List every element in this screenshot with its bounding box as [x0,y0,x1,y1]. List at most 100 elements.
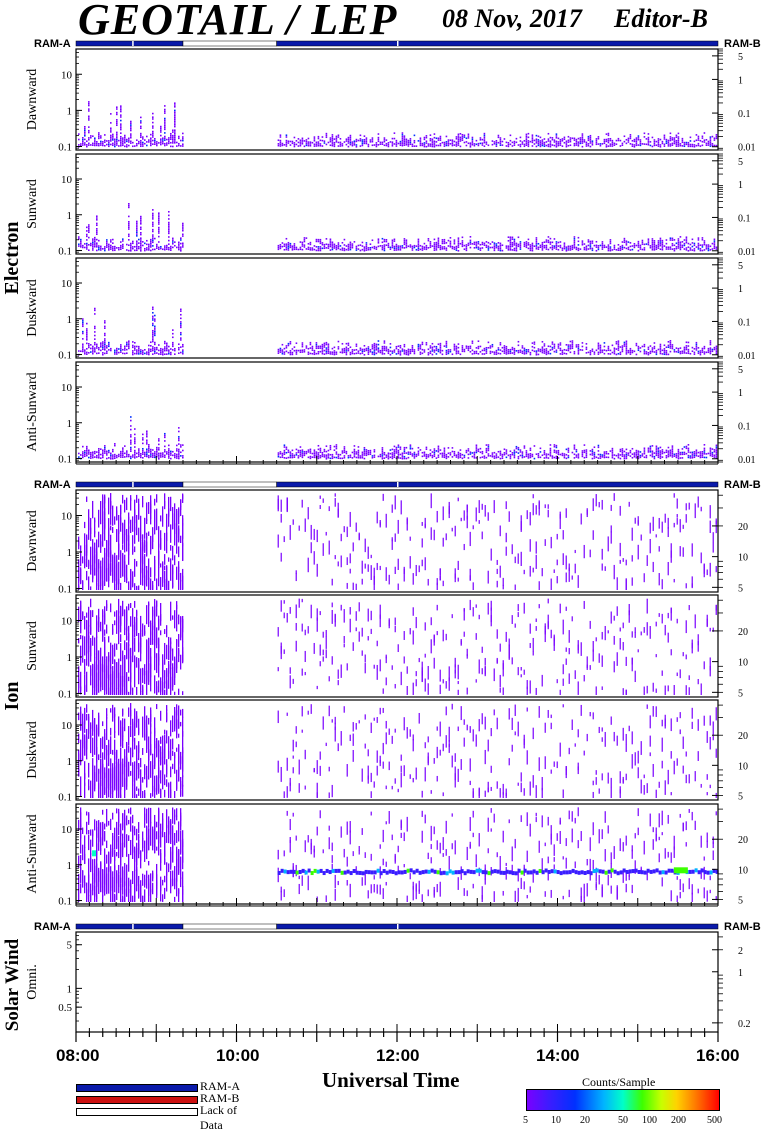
count-pixel [444,449,446,451]
count-pixel [162,354,164,356]
count-pixel [150,239,152,241]
count-pixel [634,243,636,245]
count-pixel [660,239,662,241]
count-pixel [78,456,80,458]
count-pixel [658,449,660,451]
count-pixel [676,135,678,137]
count-pixel [496,144,498,146]
count-pixel [304,351,306,353]
count-pixel [664,145,666,147]
count-pixel [570,346,572,348]
count-pixel [138,348,140,350]
count-pixel [598,346,600,348]
count-pixel [512,349,514,351]
count-pixel [86,348,88,350]
count-pixel [144,455,146,457]
count-pixel [164,109,166,111]
count-pixel [104,349,106,351]
count-pixel [454,451,456,453]
count-pixel [564,349,566,351]
count-streak [100,541,101,553]
count-pixel [500,144,502,146]
count-pixel [158,247,160,249]
count-pixel [472,341,474,343]
count-pixel [680,347,682,349]
count-pixel [146,452,148,454]
count-pixel [716,346,718,348]
count-pixel [538,457,540,459]
count-pixel [520,449,522,451]
count-pixel [464,136,466,138]
count-pixel [86,246,88,248]
count-pixel [132,352,134,354]
count-streak [180,499,181,507]
count-pixel [360,244,362,246]
count-pixel [304,146,306,148]
count-pixel [512,352,514,354]
count-pixel [146,432,148,434]
count-pixel [410,452,412,454]
count-pixel [432,455,434,457]
count-pixel [622,448,624,450]
count-pixel [338,142,340,144]
count-pixel [504,452,506,454]
count-pixel [560,348,562,350]
count-pixel [556,241,558,243]
count-pixel [280,134,282,136]
count-pixel [292,141,294,143]
count-streak [281,514,282,523]
count-pixel [524,456,526,458]
count-pixel [540,144,542,146]
count-pixel [168,247,170,249]
count-pixel [646,455,648,457]
count-pixel [118,249,120,251]
count-pixel [324,244,326,246]
count-pixel [130,416,132,418]
count-pixel [534,350,536,352]
count-pixel [138,349,140,351]
count-pixel [322,136,324,138]
count-pixel [420,352,422,354]
count-pixel [136,349,138,351]
count-pixel [394,453,396,455]
count-pixel [322,244,324,246]
count-pixel [400,247,402,249]
count-pixel [84,452,86,454]
count-pixel [324,247,326,249]
count-pixel [400,144,402,146]
count-pixel [710,340,712,342]
count-pixel [358,350,360,352]
count-pixel [670,345,672,347]
count-pixel [140,455,142,457]
count-pixel [508,353,510,355]
count-pixel [130,126,132,128]
count-pixel [310,344,312,346]
count-pixel [546,241,548,243]
count-pixel [178,436,180,438]
count-pixel [528,455,530,457]
count-pixel [652,347,654,349]
count-streak [110,526,111,531]
count-pixel [304,349,306,351]
count-pixel [674,244,676,246]
count-pixel [488,453,490,455]
count-pixel [326,247,328,249]
count-pixel [280,145,282,147]
count-pixel [130,450,132,452]
count-pixel [158,353,160,355]
count-pixel [172,337,174,339]
count-pixel [454,247,456,249]
count-pixel [638,246,640,248]
count-pixel [336,457,338,459]
count-pixel [556,456,558,458]
count-pixel [152,229,154,231]
count-pixel [404,353,406,355]
count-pixel [382,458,384,460]
count-streak [536,505,537,514]
count-pixel [392,141,394,143]
count-pixel [560,349,562,351]
count-streak [488,571,489,584]
count-pixel [432,245,434,247]
count-pixel [498,349,500,351]
count-pixel [384,144,386,146]
